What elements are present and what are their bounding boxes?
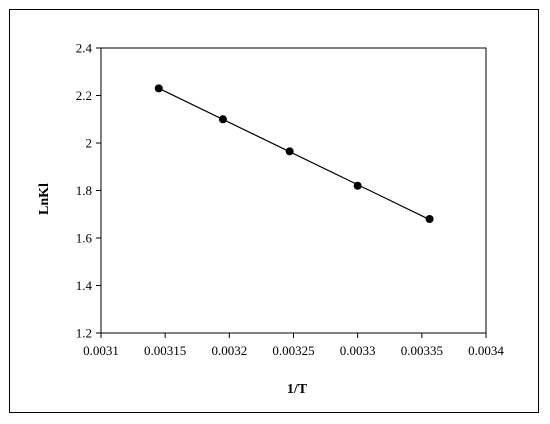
- y-tick-label: 1.2: [76, 326, 92, 341]
- trendline-group: [158, 87, 430, 221]
- x-tick-label: 0.00315: [144, 343, 186, 358]
- trendline: [158, 87, 430, 221]
- x-axis-label: 1/T: [287, 382, 308, 397]
- y-tick-label: 2: [86, 136, 93, 151]
- x-tick-label: 0.0031: [83, 343, 119, 358]
- data-point: [285, 147, 294, 156]
- y-tick-label: 1.8: [76, 183, 92, 198]
- y-tick-label: 2.2: [76, 88, 92, 103]
- y-axis-label: LnKl: [37, 183, 52, 215]
- x-axis-ticks: 0.0031 0.00315 0.0032 0.00325 0.0033 0.00335 0…: [83, 333, 504, 358]
- data-point: [425, 215, 434, 223]
- x-tick-label: 0.0034: [468, 343, 504, 358]
- y-tick-label: 2.4: [76, 41, 93, 56]
- y-tick-label: 1.4: [76, 278, 93, 293]
- data-point: [218, 115, 227, 124]
- x-tick-label: 0.00325: [272, 343, 314, 358]
- data-points: [154, 84, 434, 223]
- y-axis-ticks: 1.2 1.4 1.6 1.8 2 2.2 2.4: [76, 41, 101, 341]
- x-tick-label: 0.0032: [211, 343, 247, 358]
- data-point: [353, 181, 362, 190]
- chart: 0.0031 0.00315 0.0032 0.00325 0.0033 0.00335 0…: [37, 41, 504, 398]
- x-tick-label: 0.00335: [401, 343, 443, 358]
- data-point: [154, 84, 163, 93]
- x-tick-label: 0.0033: [340, 343, 376, 358]
- chart-frame: 0.0031 0.00315 0.0032 0.00325 0.0033 0.00335 0…: [9, 9, 539, 413]
- y-tick-label: 1.6: [76, 231, 93, 246]
